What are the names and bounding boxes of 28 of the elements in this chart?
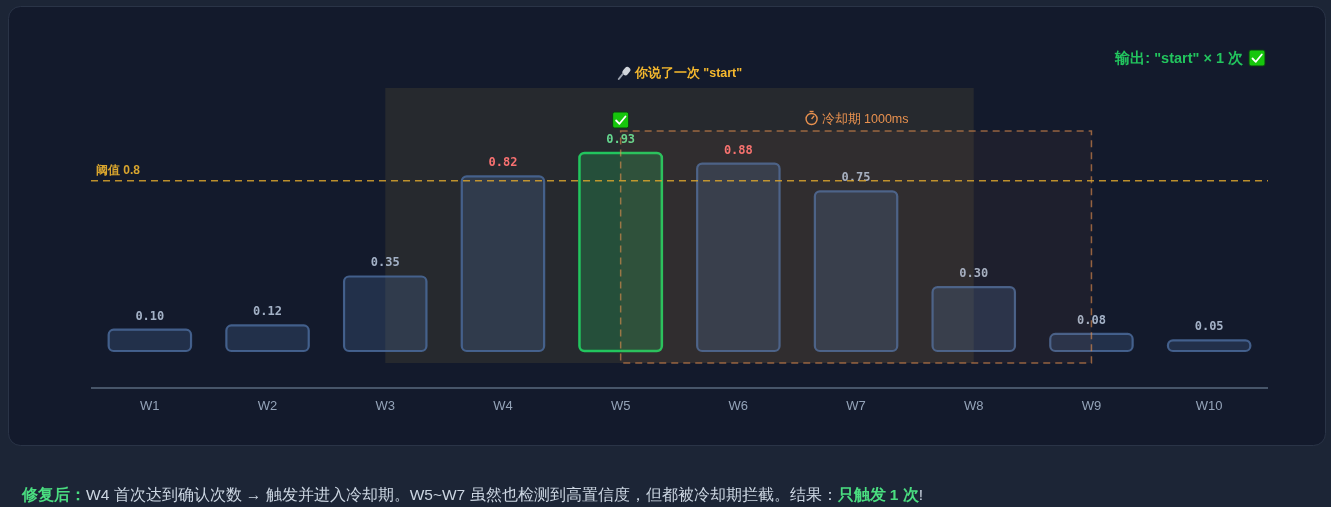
legend-label: 冷却期 1000ms	[821, 112, 909, 126]
data-label: 0.30	[959, 266, 989, 281]
data-label: 0.88	[723, 142, 753, 157]
band-label: 你说了一次 "start"	[633, 66, 743, 80]
x-tick-label: W4	[493, 398, 513, 413]
text: !	[918, 486, 924, 503]
x-tick-label: W6	[728, 398, 749, 413]
text: 输出: "start" × 1 次	[1114, 50, 1244, 66]
data-label: 0.08	[1077, 312, 1106, 327]
ref-line-label: 阈值 0.8	[96, 162, 141, 177]
data-label: 0.05	[1194, 319, 1224, 334]
data-label: 0.12	[253, 304, 282, 319]
data-label: 0.10	[135, 308, 165, 323]
x-tick-label: W2	[257, 398, 278, 413]
x-tick-label: W8	[964, 398, 984, 413]
x-tick-label: W3	[375, 398, 395, 413]
x-tick-label: W7	[846, 398, 866, 413]
data-label: 0.75	[841, 170, 871, 185]
data-label: 0.93	[606, 132, 636, 146]
text: W4 首次达到确认次数 → 触发并进入冷却期。W5~W7 虽然也检测到高置信度，但都被冷却期拦截。结果：	[86, 486, 838, 503]
x-tick-label: W10	[1195, 398, 1223, 413]
text: 修复后：	[21, 486, 86, 503]
data-label: 0.35	[370, 255, 400, 270]
text: 只触发 1 次	[836, 486, 920, 503]
data-label: 0.82	[488, 155, 518, 170]
x-tick-label: W5	[610, 398, 631, 413]
x-tick-label: W1	[140, 398, 160, 413]
x-tick-label: W9	[1081, 398, 1102, 413]
